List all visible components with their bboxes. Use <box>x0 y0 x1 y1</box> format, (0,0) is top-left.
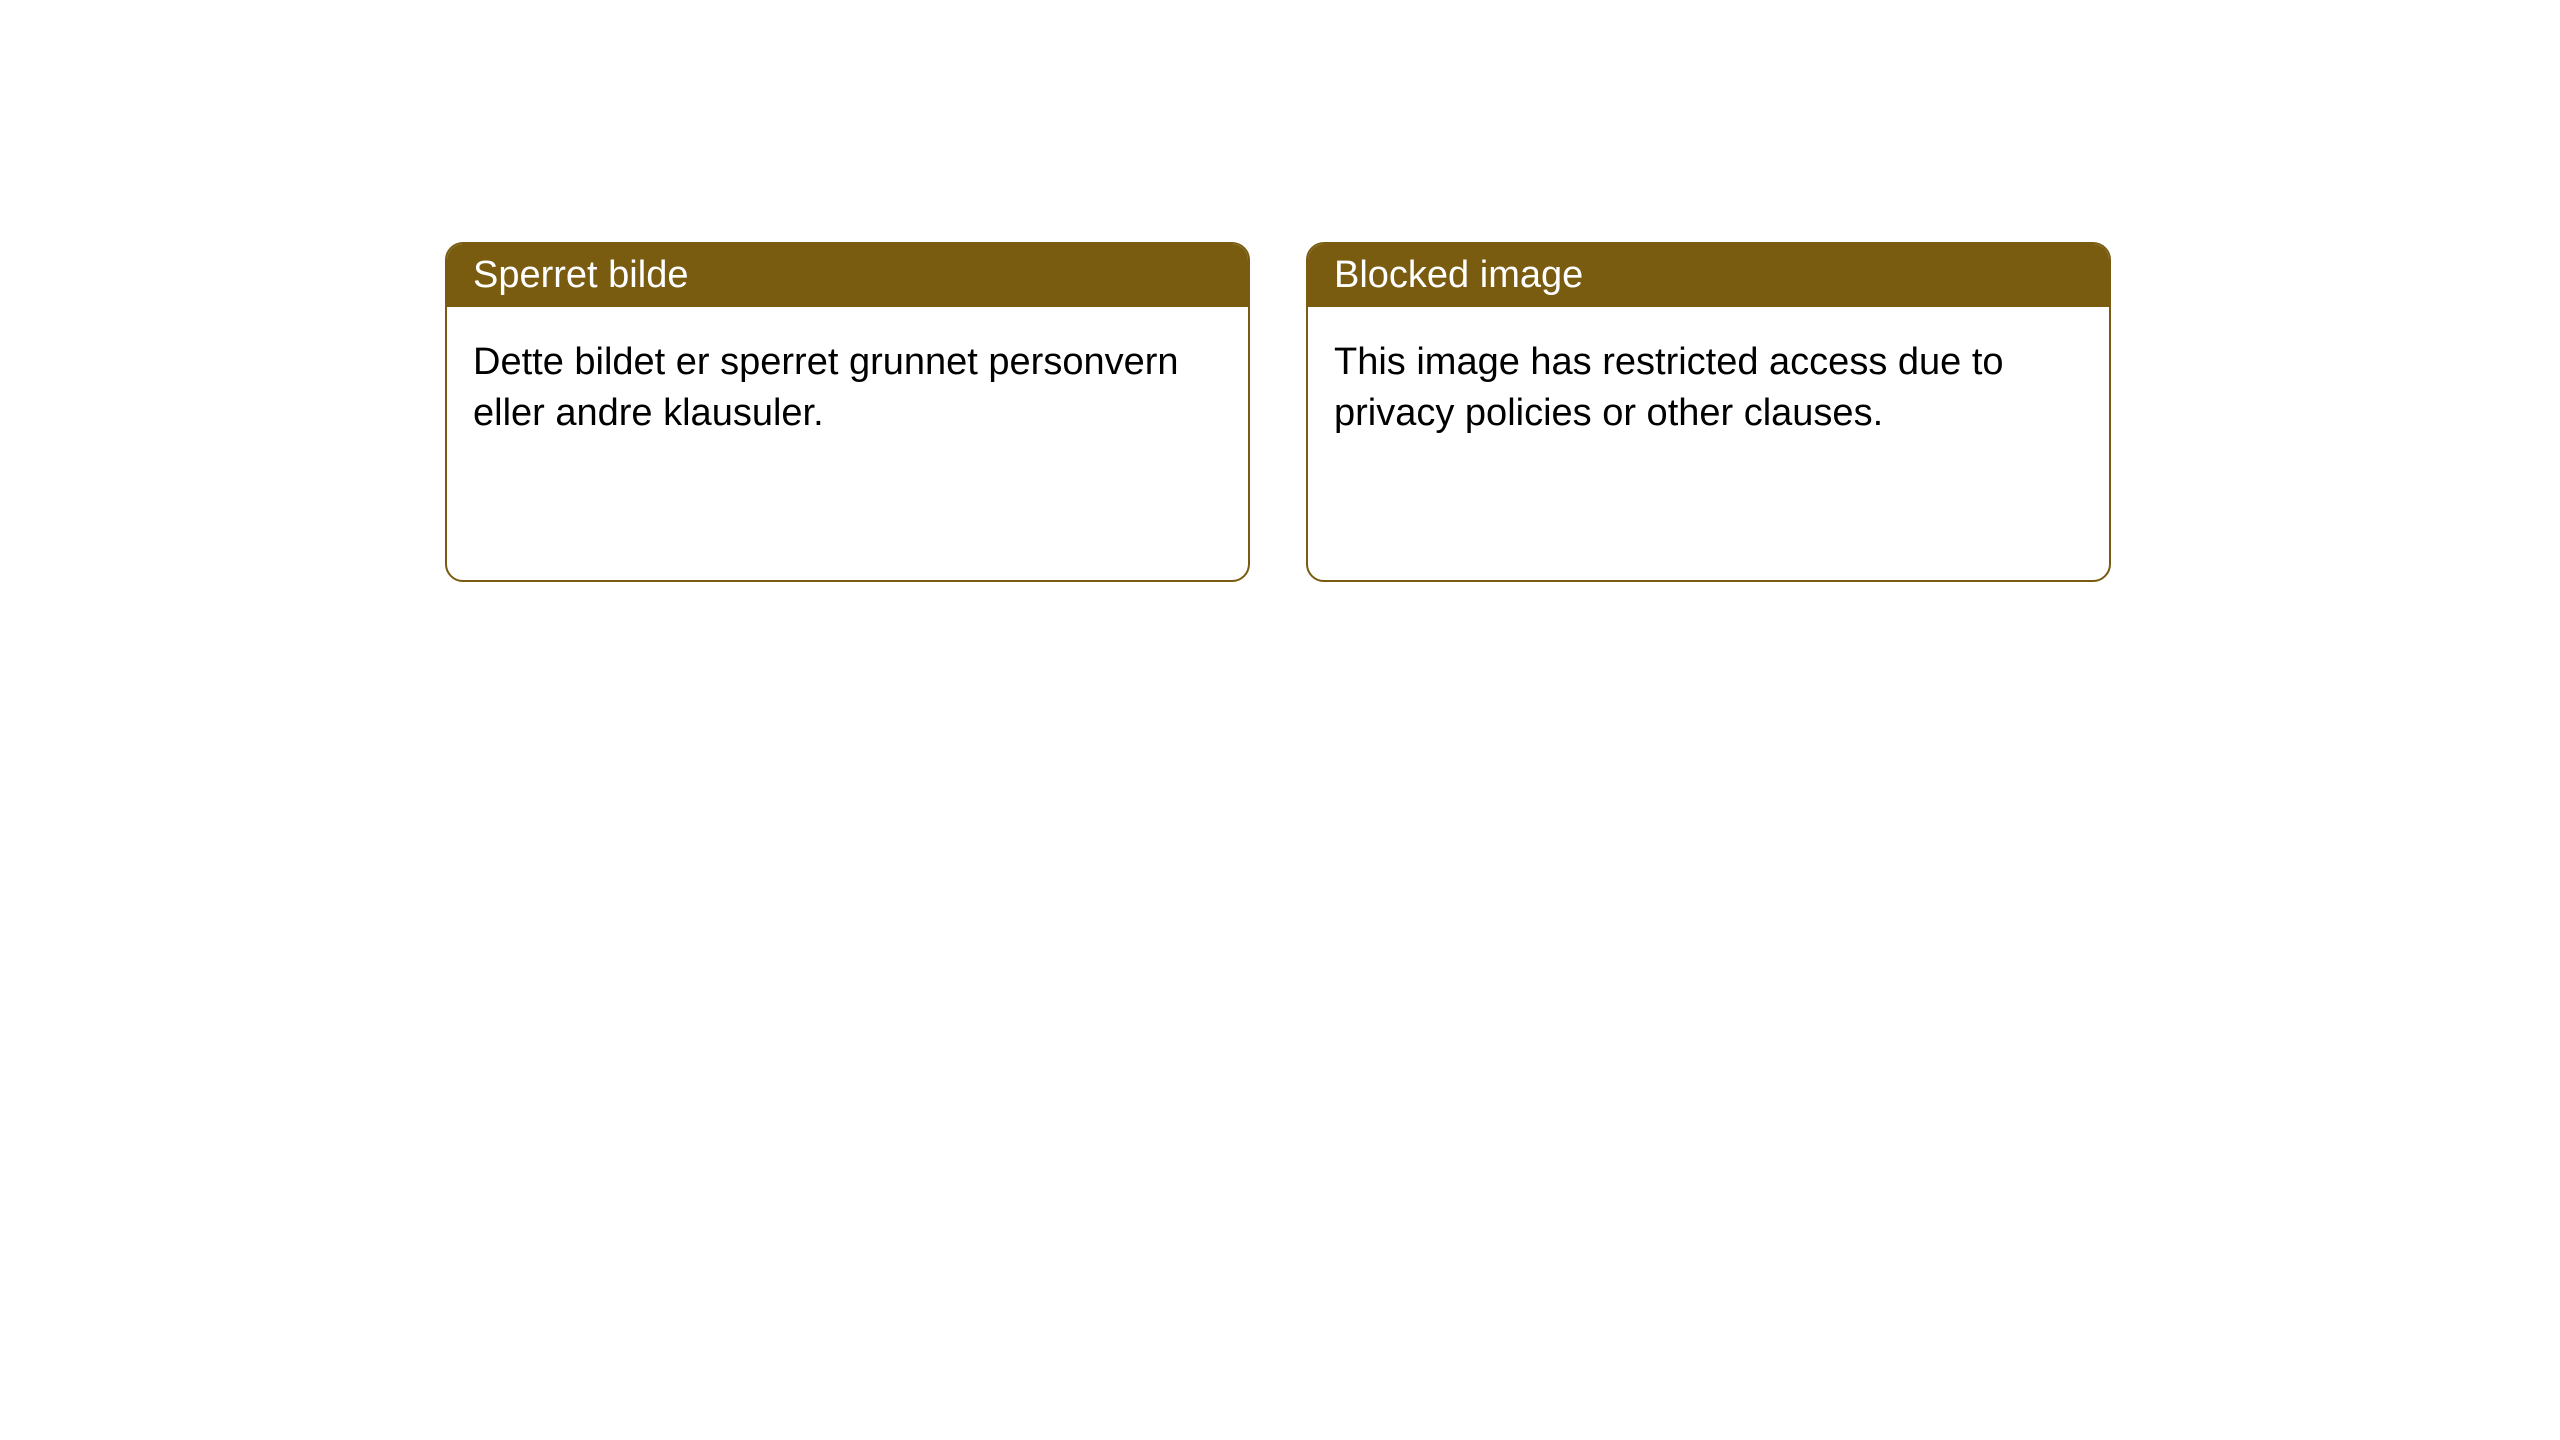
card-body: Dette bildet er sperret grunnet personve… <box>447 307 1248 470</box>
card-header: Blocked image <box>1308 244 2109 307</box>
card-header: Sperret bilde <box>447 244 1248 307</box>
card-title: Sperret bilde <box>473 254 688 296</box>
card-body-text: This image has restricted access due to … <box>1334 341 2004 434</box>
notice-card-english: Blocked image This image has restricted … <box>1306 242 2111 582</box>
notice-container: Sperret bilde Dette bildet er sperret gr… <box>0 0 2560 582</box>
notice-card-norwegian: Sperret bilde Dette bildet er sperret gr… <box>445 242 1250 582</box>
card-body-text: Dette bildet er sperret grunnet personve… <box>473 341 1179 434</box>
card-title: Blocked image <box>1334 254 1583 296</box>
card-body: This image has restricted access due to … <box>1308 307 2109 470</box>
